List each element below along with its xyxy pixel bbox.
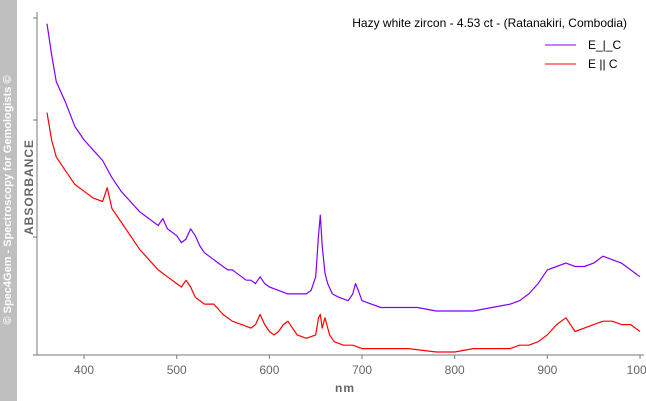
series-group	[46, 23, 641, 353]
x-tick-label: 400	[74, 363, 94, 377]
series-line-e-par-c	[46, 112, 641, 353]
series-line-e-perp-c	[46, 23, 641, 312]
x-tick-label: 500	[167, 363, 187, 377]
legend-label-e-par-c: E || C	[588, 57, 618, 71]
x-tick-label: 1000	[627, 363, 646, 377]
x-tick-label: 600	[259, 363, 279, 377]
x-tick-label: 900	[537, 363, 557, 377]
x-ticks: 400 500 600 700 800 900 1000	[74, 355, 646, 377]
x-axis-label: nm	[335, 381, 355, 395]
y-axis-label: ABSORBANCE	[22, 139, 36, 235]
watermark-band: © Spec4Gem - Spectroscopy for Gemologist…	[0, 0, 17, 401]
legend-label-e-perp-c: E_|_C	[588, 38, 621, 52]
x-tick-label: 800	[445, 363, 465, 377]
chart-axes	[33, 12, 644, 356]
x-tick-label: 700	[352, 363, 372, 377]
legend: Hazy white zircon - 4.53 ct - (Ratanakir…	[352, 16, 627, 71]
chart-title: Hazy white zircon - 4.53 ct - (Ratanakir…	[352, 16, 627, 30]
